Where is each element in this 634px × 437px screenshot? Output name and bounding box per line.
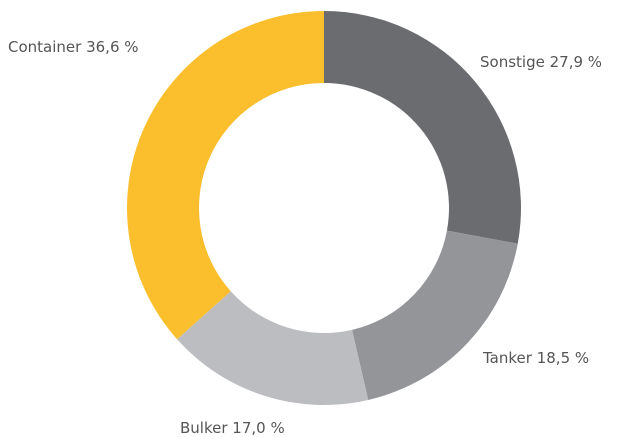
value-label: 36,6 % <box>86 38 138 56</box>
segment-label: Sonstige 27,9 % <box>480 53 602 71</box>
category-name: Sonstige <box>480 53 545 71</box>
value-label: 17,0 % <box>232 419 284 437</box>
segment-label: Bulker 17,0 % <box>180 419 285 437</box>
donut-segment <box>324 11 521 244</box>
category-name: Container <box>8 38 82 56</box>
donut-segment <box>352 230 518 400</box>
donut-segment <box>177 291 369 405</box>
value-label: 18,5 % <box>537 349 589 367</box>
segment-label: Container 36,6 % <box>8 38 139 56</box>
category-name: Bulker <box>180 419 228 437</box>
donut-segment <box>126 11 324 340</box>
category-name: Tanker <box>482 349 533 367</box>
value-label: 27,9 % <box>550 53 602 71</box>
segment-label: Tanker 18,5 % <box>482 349 589 367</box>
